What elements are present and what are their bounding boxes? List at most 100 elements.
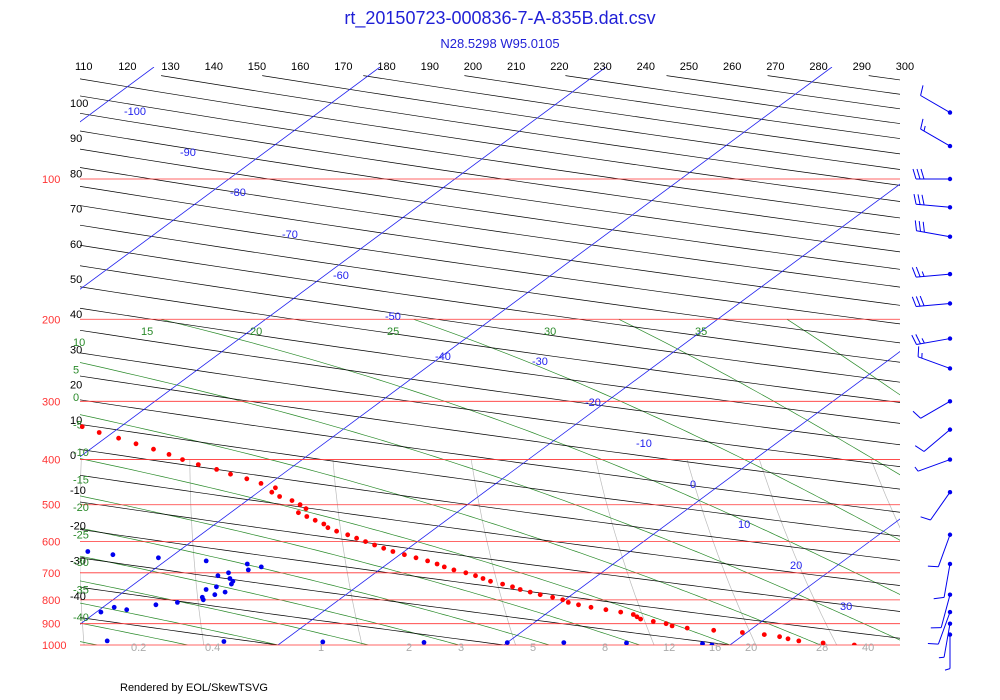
moist-adiabat-line — [80, 414, 821, 645]
left-moist-label: -25 — [73, 530, 89, 542]
temperature-point — [289, 498, 295, 503]
mixing-ratio-label: 0.4 — [205, 642, 220, 654]
left-theta-label: -20 — [70, 520, 86, 532]
dry-adiabat-line — [80, 95, 900, 219]
isotherm-label: -90 — [180, 147, 196, 159]
temperature-point — [425, 558, 430, 564]
temperature-point — [488, 578, 493, 584]
dry-adiabat-line — [80, 329, 900, 446]
left-theta-label: 50 — [70, 274, 82, 286]
moist-adiabat-line — [80, 458, 731, 645]
temperature-point — [537, 592, 543, 598]
wind-barbs — [911, 85, 953, 671]
isotherm-label: -100 — [124, 106, 146, 118]
moist-adiabat-line — [413, 318, 900, 541]
temperature-point — [133, 441, 139, 447]
dry-adiabat-line — [80, 352, 900, 468]
wind-barb-flag — [911, 296, 917, 307]
isotherm-label: -40 — [435, 351, 451, 363]
temperature-point — [740, 630, 745, 635]
dewpoint-point — [110, 552, 116, 558]
dewpoint-point — [153, 602, 159, 608]
dry-adiabat-line — [80, 286, 900, 403]
dewpoint-point — [504, 640, 510, 645]
dewpoint-point — [212, 592, 218, 598]
dewpoint-point — [203, 558, 209, 564]
dry-adiabat-line — [262, 75, 900, 170]
dry-adiabat-line — [80, 186, 900, 306]
wind-barb-staff — [930, 491, 951, 521]
temperature-point — [80, 424, 85, 430]
dry-adiabat-line — [80, 529, 900, 639]
temperature-point — [527, 589, 533, 595]
dry-adiabat-line — [80, 501, 900, 612]
dewpoint-point — [124, 607, 130, 613]
mixing-ratio-label: 0.2 — [131, 642, 146, 654]
temperature-point — [228, 471, 233, 477]
mixing-ratio-label: 40 — [862, 642, 874, 654]
moist-adiabat-line — [80, 622, 188, 645]
wind-barb — [920, 489, 953, 521]
dewpoint-point — [244, 561, 250, 567]
pressure-label: 900 — [42, 619, 60, 631]
temperature-point — [180, 457, 185, 462]
pressure-label: 300 — [42, 396, 60, 408]
isotherm-label: -60 — [333, 270, 349, 282]
temperature-point — [345, 532, 351, 538]
wind-barb-flag — [919, 295, 925, 306]
left-theta-label: 70 — [70, 204, 82, 216]
dry-adiabat-line — [363, 75, 900, 155]
mixing-ratio-label: 28 — [816, 642, 828, 654]
dewpoint-point — [222, 589, 228, 595]
dewpoint-point — [64, 612, 69, 617]
moist-label: 35 — [695, 326, 707, 338]
dewpoint-point — [227, 576, 233, 581]
theta-label: 170 — [334, 61, 352, 73]
dewpoint-point — [215, 573, 221, 579]
temperature-point — [402, 552, 407, 558]
wind-barb — [920, 85, 953, 115]
temperature-point — [684, 625, 690, 631]
wind-barb-flag — [920, 516, 931, 521]
wind-barb-flag — [914, 445, 925, 452]
dewpoint-point — [111, 604, 117, 610]
isotherm-line — [80, 67, 381, 290]
temperature-point — [588, 604, 594, 610]
temperature-point — [21, 406, 26, 411]
isotherm-label: 10 — [738, 519, 750, 531]
wind-barb-flag — [917, 194, 921, 205]
wind-barb — [913, 193, 953, 210]
temperature-point — [44, 412, 49, 417]
theta-label: 230 — [593, 61, 611, 73]
theta-label: 270 — [766, 61, 784, 73]
left-moist-label: -15 — [73, 475, 89, 487]
wind-barb-flag — [911, 267, 917, 278]
wind-barb-staff — [917, 459, 951, 472]
dewpoint-point — [104, 638, 110, 644]
temperature-point — [312, 517, 318, 523]
wind-barb-staff — [940, 594, 951, 628]
left-theta-label: -40 — [70, 591, 86, 603]
theta-label: 150 — [248, 61, 266, 73]
moist-adiabat-line — [0, 319, 7, 645]
isotherm-line — [80, 67, 833, 625]
dewpoint-point — [156, 555, 161, 561]
temperature-point — [151, 446, 156, 452]
theta-label: 190 — [421, 61, 439, 73]
left-theta-label: 0 — [70, 450, 76, 462]
theta-label: 160 — [291, 61, 309, 73]
temperature-point — [711, 627, 717, 633]
temperature-point — [634, 614, 640, 620]
wind-barb-flag — [915, 266, 921, 277]
left-theta-label: 100 — [70, 98, 88, 110]
temperature-point — [297, 502, 303, 508]
left-theta-label: 80 — [70, 168, 82, 180]
wind-barb-half-flag — [923, 125, 926, 132]
dry-adiabat-line — [80, 399, 900, 513]
theta-label: 240 — [637, 61, 655, 73]
wind-barb-flag — [927, 565, 939, 568]
theta-label: 290 — [853, 61, 871, 73]
wind-barb-half-flag — [944, 668, 951, 671]
dewpoint-point — [320, 639, 326, 645]
